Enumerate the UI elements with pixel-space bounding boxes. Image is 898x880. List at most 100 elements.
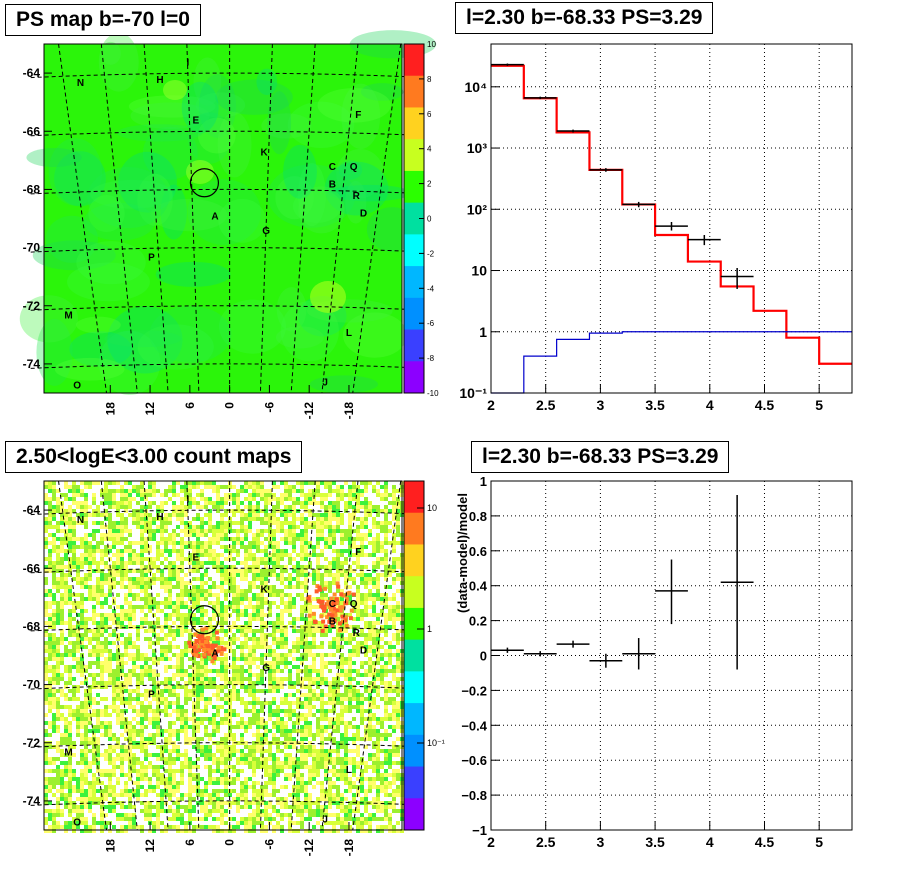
map-pixel [356,585,360,589]
map-pixel [72,621,76,625]
map-pixel [256,517,260,521]
map-pixel [300,621,304,625]
map-pixel [232,585,236,589]
map-pixel [288,681,292,685]
map-pixel [316,493,320,497]
map-pixel [276,685,280,689]
map-pixel [252,545,256,549]
map-pixel [224,573,228,577]
map-pixel [64,549,68,553]
map-pixel [52,557,56,561]
map-pixel [188,589,192,593]
map-pixel [192,505,196,509]
map-pixel [220,625,224,629]
map-pixel [68,533,72,537]
map-pixel [304,529,308,533]
map-pixel [300,497,304,501]
map-pixel [164,681,168,685]
map-pixel [96,541,100,545]
map-pixel [192,585,196,589]
map-pixel [396,641,400,645]
map-pixel [188,485,192,489]
map-pixel [80,557,84,561]
map-pixel [340,565,344,569]
colorbar-tick-label: -2 [427,249,435,258]
map-pixel [172,621,176,625]
map-pixel [156,641,160,645]
map-pixel [224,557,228,561]
map-pixel [116,525,120,529]
map-pixel [72,521,76,525]
map-pixel [68,601,72,605]
map-pixel [180,657,184,661]
map-pixel [192,545,196,549]
map-pixel [96,517,100,521]
map-pixel [348,505,352,509]
map-pixel [264,493,268,497]
map-pixel [236,573,240,577]
map-pixel [104,645,108,649]
map-pixel [144,669,148,673]
map-pixel [204,613,208,617]
map-pixel [396,617,400,621]
map-pixel [396,669,400,673]
map-pixel [104,621,108,625]
map-pixel [308,609,312,613]
map-pixel [328,645,332,649]
map-pixel [388,665,392,669]
map-pixel [368,577,372,581]
map-pixel [332,645,336,649]
map-pixel [256,649,260,653]
map-pixel [384,549,388,553]
map-pixel [164,661,168,665]
map-pixel [204,621,208,625]
map-pixel [284,509,288,513]
map-pixel [100,653,104,657]
map-pixel [56,541,60,545]
map-pixel [184,621,188,625]
map-pixel [340,509,344,513]
map-pixel [100,565,104,569]
map-pixel [188,637,192,641]
map-pixel [364,617,368,621]
map-pixel [236,585,240,589]
map-pixel [100,577,104,581]
map-pixel [100,541,104,545]
map-pixel [380,505,384,509]
map-pixel [368,653,372,657]
map-pixel [160,621,164,625]
map-pixel [360,597,364,601]
map-pixel [208,509,212,513]
map-pixel [384,625,388,629]
map-pixel [352,665,356,669]
map-pixel [352,541,356,545]
map-pixel [100,681,104,685]
map-pixel [224,501,228,505]
map-pixel [92,645,96,649]
map-pixel [136,581,140,585]
map-pixel [44,481,48,485]
map-pixel [140,657,144,661]
map-pixel [284,489,288,493]
map-pixel [80,497,84,501]
map-pixel [264,497,268,501]
map-pixel [88,605,92,609]
map-pixel [176,673,180,677]
map-pixel [164,569,168,573]
map-pixel [72,537,76,541]
map-pixel [60,533,64,537]
map-pixel [48,629,52,633]
map-pixel [272,581,276,585]
map-pixel [340,557,344,561]
map-pixel [60,489,64,493]
map-pixel [192,497,196,501]
map-pixel [96,489,100,493]
map-pixel [44,505,48,509]
map-pixel [112,665,116,669]
map-pixel [120,553,124,557]
map-pixel [172,685,176,689]
map-pixel [184,525,188,529]
map-pixel [380,573,384,577]
map-pixel [248,493,252,497]
map-pixel [224,613,228,617]
